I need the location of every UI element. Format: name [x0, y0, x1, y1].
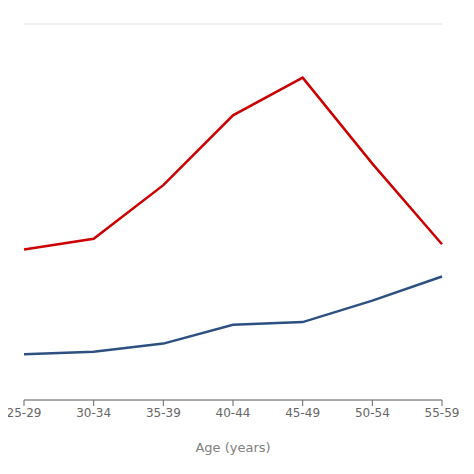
svg-text:40-44: 40-44 — [216, 406, 251, 420]
svg-text:30-34: 30-34 — [76, 406, 111, 420]
svg-text:55-59: 55-59 — [425, 406, 460, 420]
svg-text:Age (years): Age (years) — [195, 440, 270, 455]
svg-text:25-29: 25-29 — [8, 406, 41, 420]
svg-text:45-49: 45-49 — [285, 406, 320, 420]
svg-text:35-39: 35-39 — [146, 406, 181, 420]
svg-text:50-54: 50-54 — [355, 406, 390, 420]
